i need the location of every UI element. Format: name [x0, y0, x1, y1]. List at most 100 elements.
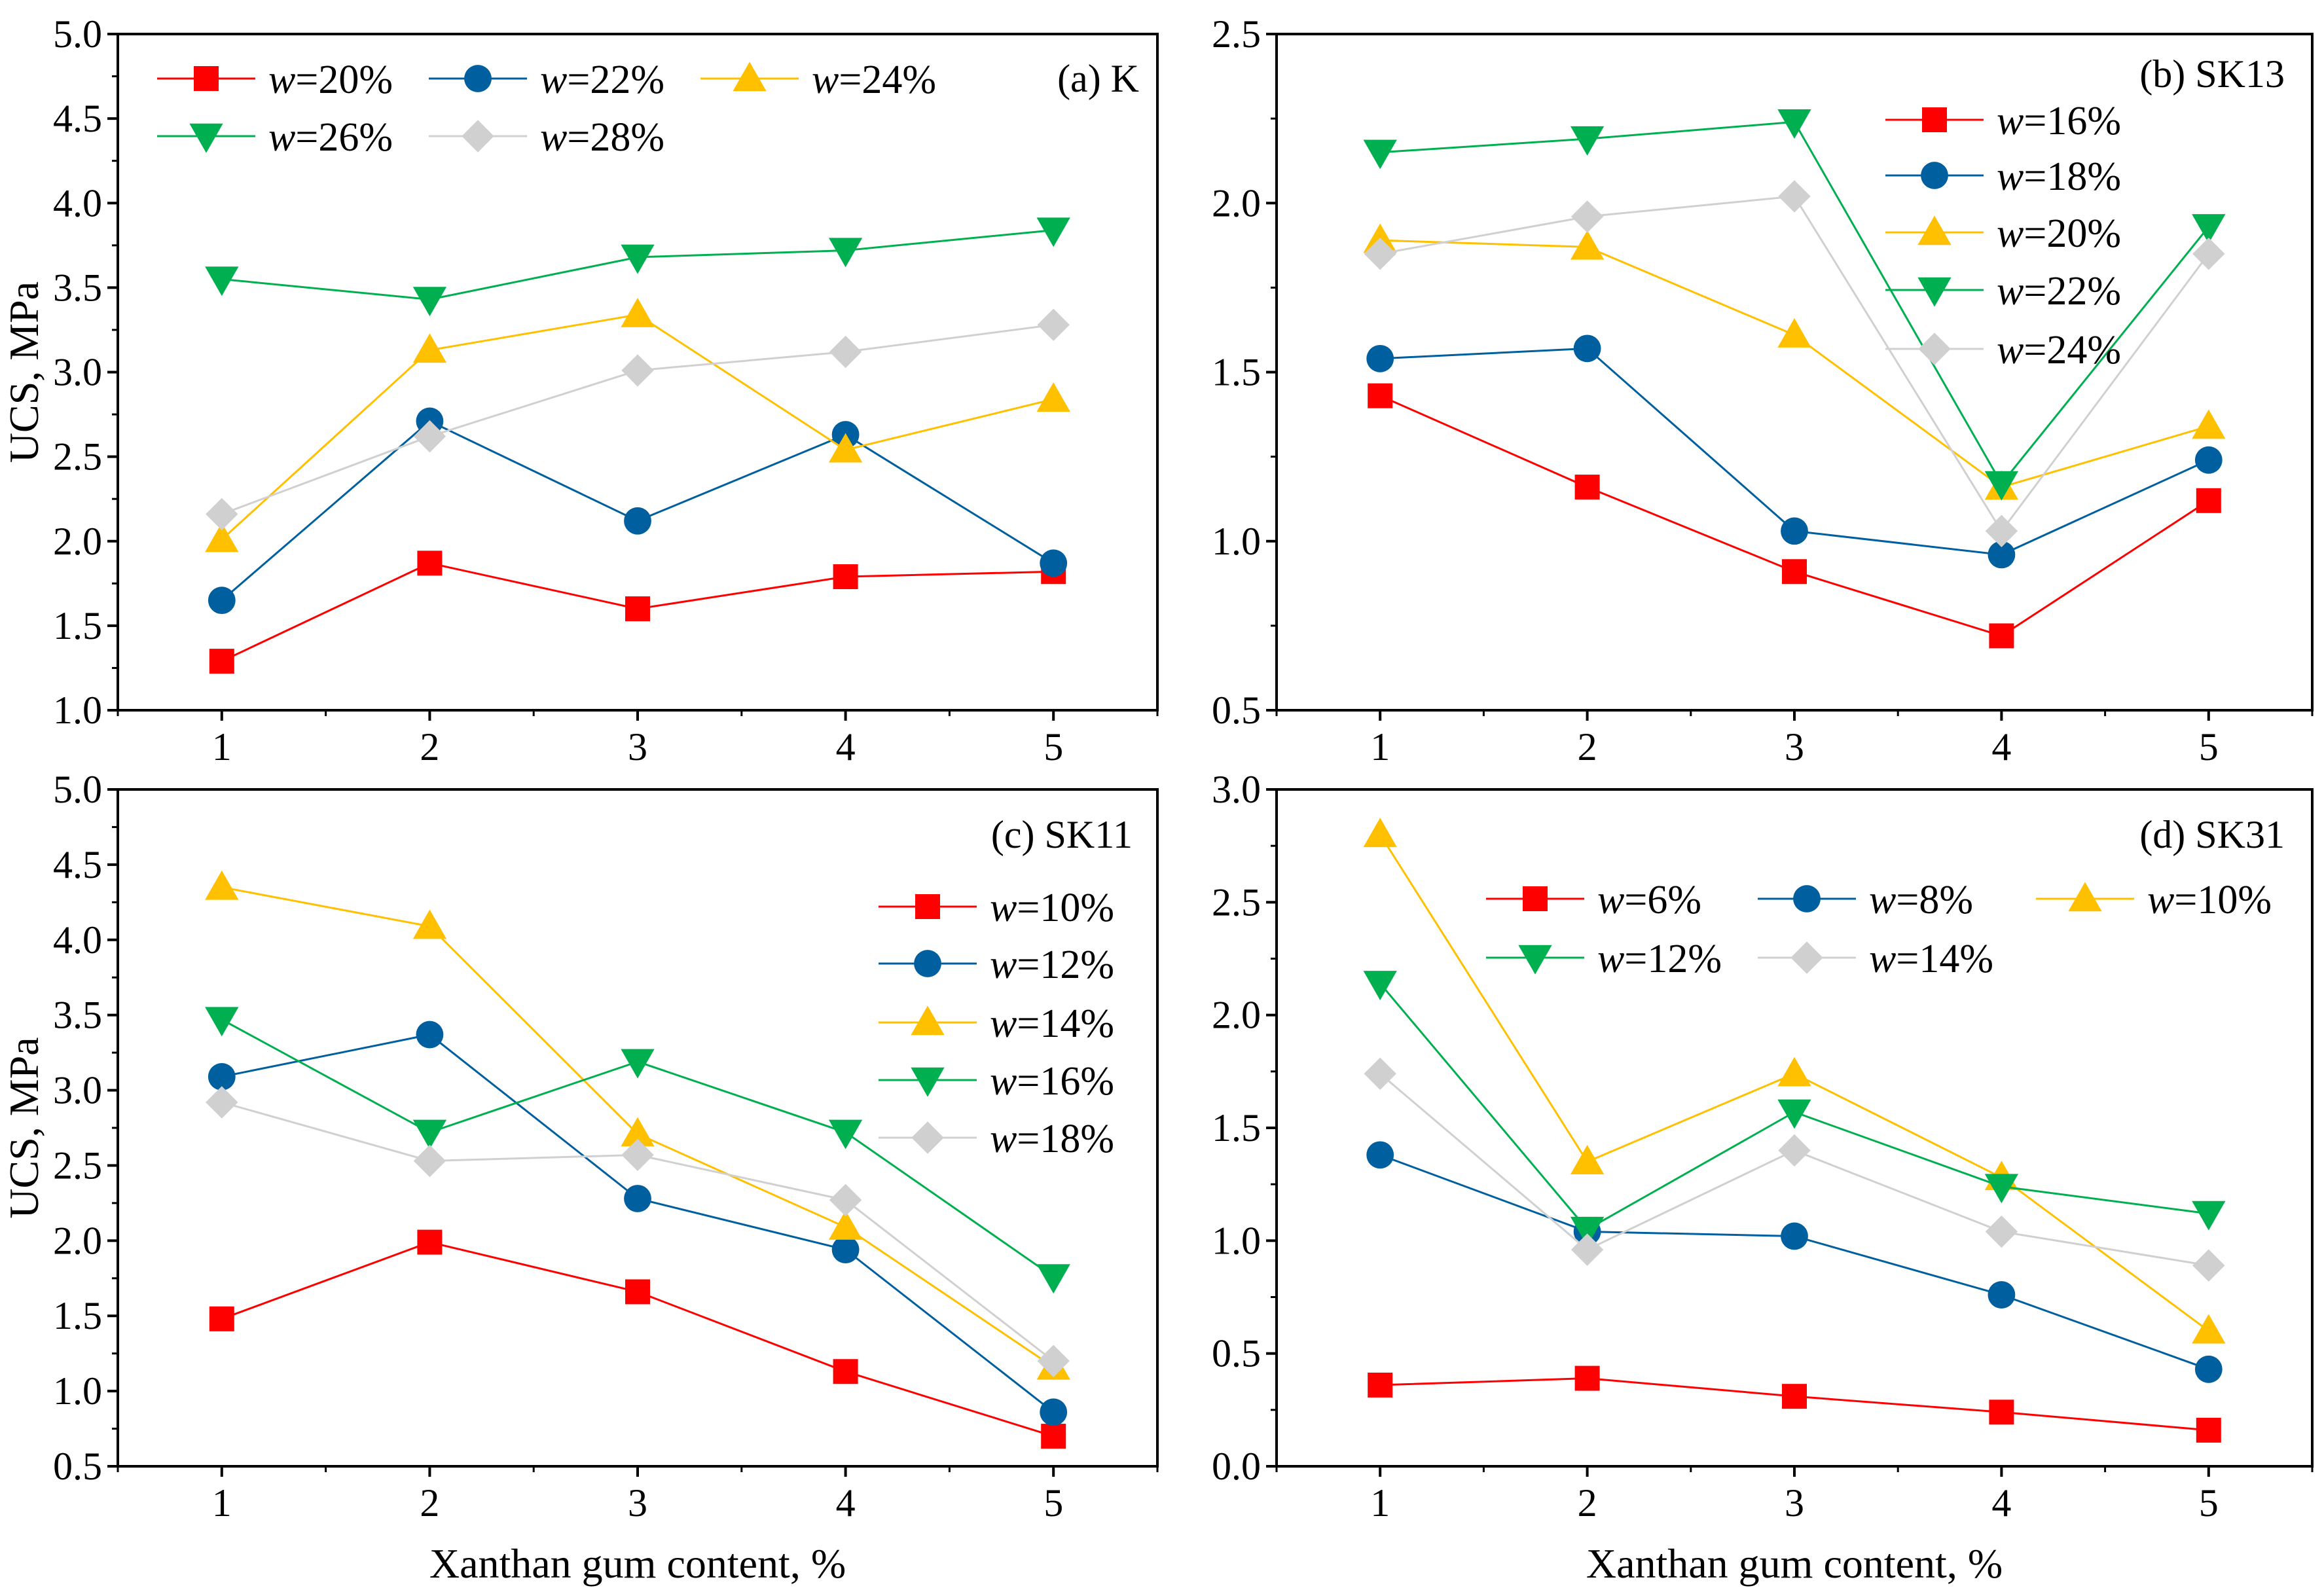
- y-tick-label: 0.5: [53, 1445, 102, 1488]
- y-tick-label: 4.5: [53, 843, 102, 886]
- legend-item: w=16%: [1885, 99, 2121, 143]
- legend-value: =20%: [2024, 211, 2121, 256]
- marker-triangle-up: [1777, 318, 1811, 348]
- y-axis-title: UCS, MPa: [1, 1037, 47, 1218]
- marker-triangle-down: [1518, 945, 1552, 975]
- legend-label: w=10%: [990, 886, 1114, 930]
- marker-triangle-up: [1917, 215, 1952, 245]
- legend-var: w: [268, 58, 295, 102]
- y-tick-label: 4.0: [53, 918, 102, 962]
- x-tick-label: 1: [1370, 1481, 1390, 1525]
- legend-value: =24%: [2024, 328, 2121, 372]
- x-tick-label: 2: [1578, 1481, 1597, 1525]
- legend-var: w: [1869, 878, 1896, 922]
- marker-square: [209, 1306, 234, 1331]
- y-tick-label: 1.0: [53, 1369, 102, 1413]
- marker-triangle-up: [2068, 882, 2102, 912]
- x-tick-label: 2: [420, 1481, 439, 1525]
- legend-label: w=14%: [990, 1002, 1114, 1046]
- marker-triangle-down: [1363, 139, 1397, 170]
- x-tick-label: 5: [1044, 725, 1063, 768]
- series-line: [1379, 1153, 2209, 1371]
- marker-circle: [624, 1185, 651, 1212]
- legend-label: w=12%: [990, 943, 1114, 987]
- marker-triangle-down: [205, 1007, 239, 1037]
- x-tick-label: 1: [1370, 725, 1390, 768]
- marker-circle: [208, 1062, 236, 1091]
- marker-circle: [1573, 334, 1601, 363]
- marker-square: [625, 596, 650, 622]
- y-tick-label: 4.0: [53, 181, 102, 225]
- marker-diamond: [413, 1144, 446, 1178]
- legend-item: w=12%: [879, 943, 1114, 987]
- y-tick-label: 5.0: [53, 768, 102, 811]
- marker-diamond: [1037, 1345, 1070, 1377]
- y-tick-label: 1.0: [53, 689, 102, 732]
- y-tick-label: 1.0: [1212, 520, 1261, 563]
- series-w=22%: [208, 407, 1068, 615]
- legend: w=20% w=22% w=24%w=26% w=28%: [157, 58, 936, 160]
- marker-diamond: [462, 120, 494, 153]
- marker-circle: [1988, 541, 2016, 569]
- marker-triangle-up: [828, 433, 863, 463]
- marker-circle: [1988, 1281, 2016, 1309]
- y-tick-label: 2.0: [1212, 994, 1261, 1037]
- marker-diamond: [206, 1086, 238, 1119]
- x-axis-title: Xanthan gum content, %: [1586, 1540, 2003, 1587]
- marker-triangle-down: [2192, 1201, 2226, 1231]
- chart-panel-4: 0.0 0.5 1.0 1.5 2.0 2.5 3.0 1 2 3 4 5 Xanthan gum co…: [1212, 768, 2314, 1587]
- x-tick-label: 4: [836, 725, 856, 768]
- legend-label: w=28%: [540, 115, 664, 160]
- legend-value: =16%: [1017, 1059, 1114, 1104]
- legend-label: w=26%: [268, 115, 393, 160]
- marker-circle: [624, 507, 651, 535]
- marker-square: [1782, 1384, 1807, 1409]
- x-tick-label: 3: [1785, 725, 1804, 768]
- marker-triangle-down: [621, 244, 655, 274]
- series-w=18%: [206, 1086, 1070, 1377]
- marker-triangle-down: [621, 1049, 655, 1079]
- marker-diamond: [621, 354, 654, 387]
- marker-diamond: [1037, 308, 1070, 341]
- legend: w=6% w=8% w=10%w=12% w=14%: [1486, 878, 2272, 981]
- legend-item: w=28%: [429, 115, 664, 160]
- legend-var: w: [1997, 211, 2024, 256]
- y-tick-label: 3.0: [53, 1069, 102, 1112]
- y-tick-label: 0.5: [1212, 689, 1261, 732]
- marker-diamond: [1364, 238, 1396, 270]
- legend-var: w: [990, 1117, 1017, 1161]
- legend-value: =24%: [839, 58, 936, 102]
- marker-square: [1041, 1424, 1066, 1449]
- x-tick-label: 5: [1044, 1481, 1063, 1525]
- marker-triangle-down: [1363, 971, 1397, 1001]
- marker-square: [915, 894, 940, 919]
- marker-diamond: [829, 335, 862, 369]
- legend-item: w=14%: [1758, 937, 1993, 981]
- x-tick-label: 4: [1991, 1481, 2011, 1525]
- legend-value: =10%: [2174, 878, 2272, 922]
- marker-diamond: [2192, 238, 2225, 270]
- y-tick-label: 2.0: [1212, 181, 1261, 225]
- series-w=26%: [205, 217, 1070, 317]
- legend-value: =14%: [1017, 1002, 1114, 1046]
- marker-triangle-down: [828, 238, 863, 268]
- marker-circle: [208, 587, 236, 615]
- panel-label: (d) SK31: [2139, 813, 2285, 856]
- x-tick-label: 3: [628, 1481, 647, 1525]
- marker-triangle-up: [2192, 1314, 2226, 1344]
- marker-circle: [464, 65, 492, 92]
- legend-item: w=22%: [1885, 269, 2121, 314]
- marker-triangle-down: [1777, 1099, 1811, 1129]
- y-tick-label: 5.0: [53, 12, 102, 56]
- marker-circle: [831, 1236, 860, 1264]
- y-tick-label: 2.5: [53, 1144, 102, 1187]
- legend-var: w: [1997, 328, 2024, 372]
- y-tick-label: 2.5: [53, 435, 102, 479]
- legend-item: w=20%: [157, 58, 393, 102]
- y-tick-label: 2.0: [53, 520, 102, 563]
- legend-value: =18%: [2024, 154, 2121, 199]
- legend-var: w: [1997, 99, 2024, 143]
- marker-square: [625, 1279, 650, 1305]
- marker-circle: [914, 950, 941, 977]
- marker-circle: [1366, 344, 1394, 372]
